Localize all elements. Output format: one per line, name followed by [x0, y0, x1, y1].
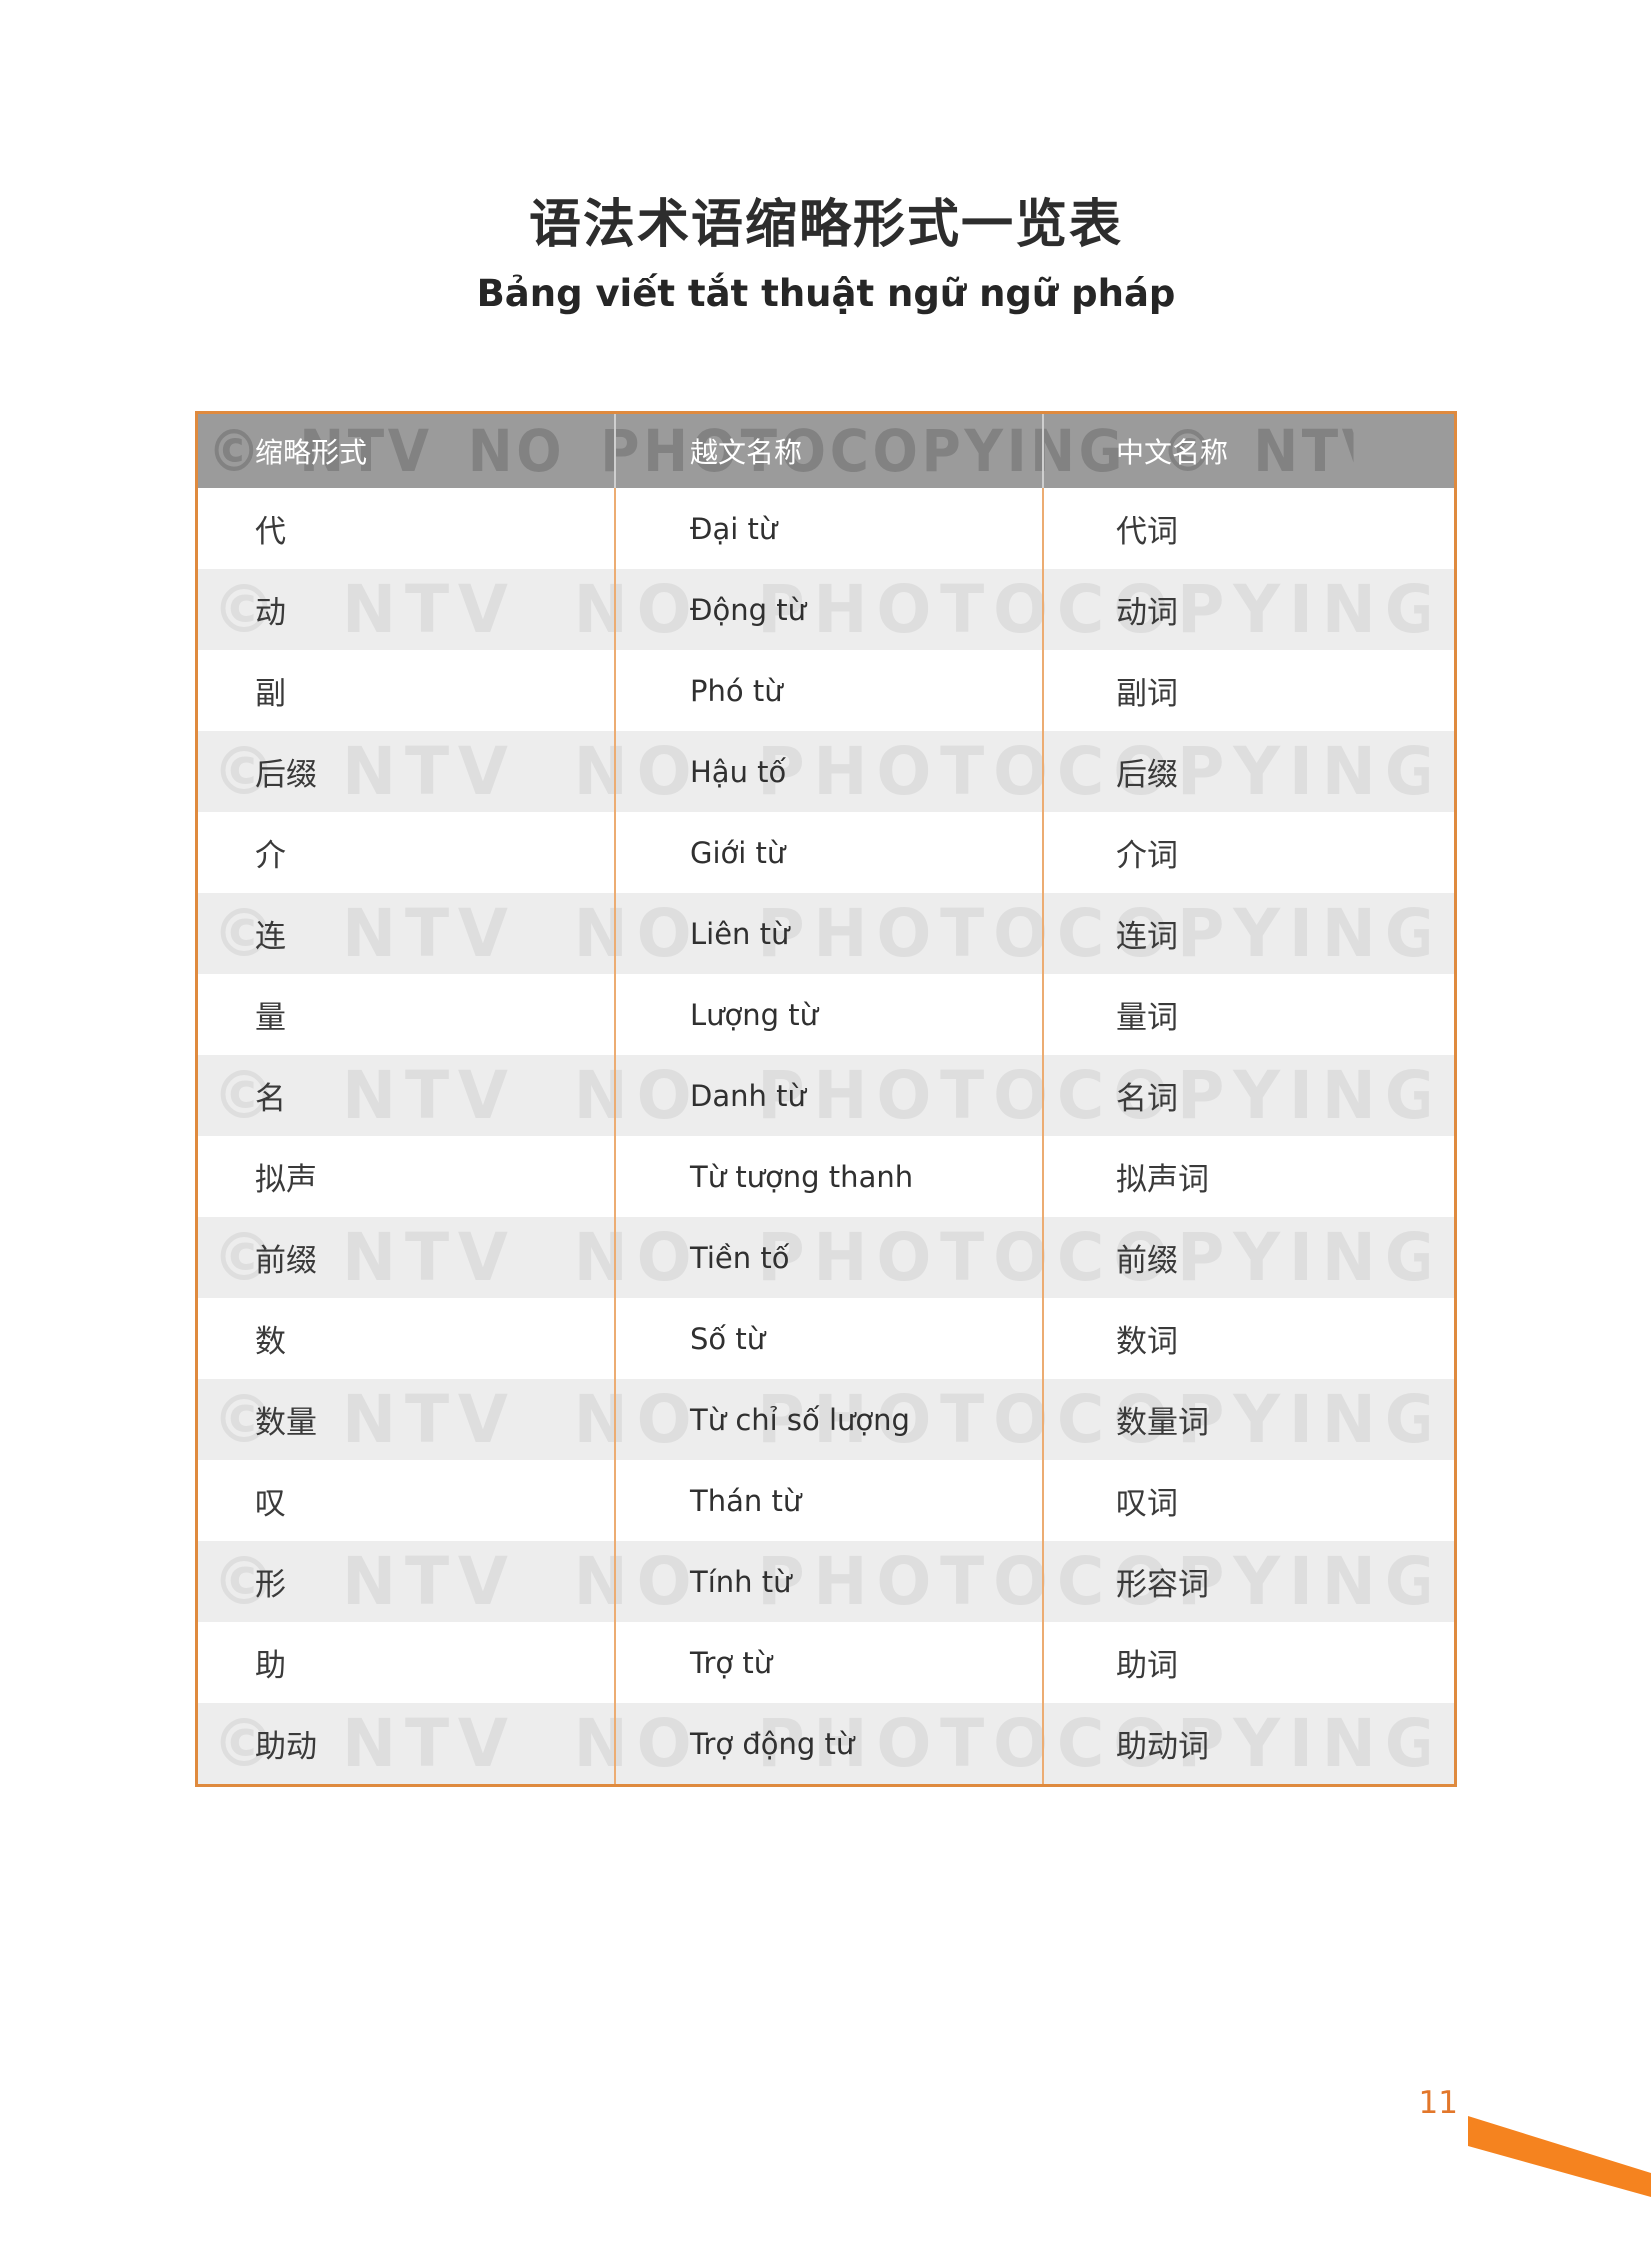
cell-abbreviation: 代	[255, 514, 286, 550]
cell-vietnamese-name: Trợ động từ	[690, 1726, 855, 1761]
cell-vietnamese-name: Danh từ	[690, 1078, 806, 1113]
cell-chinese-name: 数词	[1116, 1324, 1178, 1360]
cell-abbreviation: 前缀	[255, 1243, 317, 1279]
cell-vietnamese-name: Lượng từ	[690, 997, 819, 1032]
table-header-row: © NTV NO PHOTOCOPYING © NTV N 缩略形式 越文名称 …	[198, 414, 1454, 488]
cell-vietnamese-name: Giới từ	[690, 835, 786, 870]
cell-chinese-name: 形容词	[1116, 1567, 1209, 1603]
cell-abbreviation: 量	[255, 1000, 286, 1036]
cell-chinese-name: 数量词	[1116, 1405, 1209, 1441]
page-number: 11	[1418, 2085, 1458, 2121]
page-subtitle: Bảng viết tắt thuật ngữ ngữ pháp	[476, 271, 1176, 315]
cell-vietnamese-name: Từ tượng thanh	[690, 1159, 914, 1194]
cell-abbreviation: 副	[255, 676, 286, 712]
cell-chinese-name: 前缀	[1116, 1243, 1178, 1279]
cell-abbreviation: 连	[255, 919, 286, 955]
column-header-vietnamese-name: 越文名称	[690, 436, 803, 469]
table-row: 介 Giới từ 介词	[198, 812, 1454, 893]
table-row: 量 Lượng từ 量词	[198, 974, 1454, 1055]
column-divider	[614, 488, 616, 1784]
abbreviation-table: © NTV NO PHOTOCOPYING © NTV N 缩略形式 越文名称 …	[195, 411, 1457, 1787]
table-row: © NTV NO PHOTOCOPYING 形 Tính từ 形容词	[198, 1541, 1454, 1622]
cell-abbreviation: 后缀	[255, 757, 317, 793]
cell-chinese-name: 副词	[1116, 676, 1178, 712]
cell-abbreviation: 形	[255, 1567, 286, 1603]
cell-vietnamese-name: Động từ	[690, 592, 806, 627]
table-row: © NTV NO PHOTOCOPYING 连 Liên từ 连词	[198, 893, 1454, 974]
cell-chinese-name: 后缀	[1116, 757, 1178, 793]
cell-chinese-name: 叹词	[1116, 1486, 1178, 1522]
table-row: 叹 Thán từ 叹词	[198, 1460, 1454, 1541]
cell-vietnamese-name: Tính từ	[690, 1564, 792, 1599]
table-row: © NTV NO PHOTOCOPYING 名 Danh từ 名词	[198, 1055, 1454, 1136]
cell-chinese-name: 拟声词	[1116, 1162, 1209, 1198]
cell-chinese-name: 量词	[1116, 1000, 1178, 1036]
cell-vietnamese-name: Phó từ	[690, 673, 783, 708]
cell-chinese-name: 连词	[1116, 919, 1178, 955]
table-row: 数 Số từ 数词	[198, 1298, 1454, 1379]
table-row: © NTV NO PHOTOCOPYING 前缀 Tiền tố 前缀	[198, 1217, 1454, 1298]
cell-vietnamese-name: Thán từ	[690, 1483, 802, 1518]
cell-chinese-name: 助动词	[1116, 1729, 1209, 1765]
cell-abbreviation: 助动	[255, 1729, 317, 1765]
table-row: © NTV NO PHOTOCOPYING 数量 Từ chỉ số lượng…	[198, 1379, 1454, 1460]
cell-chinese-name: 介词	[1116, 838, 1178, 874]
cell-abbreviation: 拟声	[255, 1162, 317, 1198]
cell-vietnamese-name: Số từ	[690, 1321, 766, 1356]
table-row: © NTV NO PHOTOCOPYING 后缀 Hậu tố 后缀	[198, 731, 1454, 812]
cell-abbreviation: 动	[255, 595, 286, 631]
table-row: © NTV NO PHOTOCOPYING 助动 Trợ động từ 助动词	[198, 1703, 1454, 1784]
cell-abbreviation: 名	[255, 1081, 286, 1117]
cell-chinese-name: 动词	[1116, 595, 1178, 631]
cell-vietnamese-name: Từ chỉ số lượng	[690, 1402, 910, 1437]
column-divider	[1042, 488, 1044, 1784]
cell-abbreviation: 数量	[255, 1405, 317, 1441]
page-title: 语法术语缩略形式一览表	[528, 195, 1123, 255]
table-row: 助 Trợ từ 助词	[198, 1622, 1454, 1703]
cell-abbreviation: 数	[255, 1324, 286, 1360]
cell-vietnamese-name: Đại từ	[690, 511, 778, 546]
cell-abbreviation: 助	[255, 1648, 286, 1684]
table-row: © NTV NO PHOTOCOPYING 动 Động từ 动词	[198, 569, 1454, 650]
column-header-chinese-name: 中文名称	[1116, 436, 1229, 469]
cell-chinese-name: 名词	[1116, 1081, 1178, 1117]
cell-vietnamese-name: Tiền tố	[690, 1240, 790, 1275]
table-row: 代 Đại từ 代词	[198, 488, 1454, 569]
cell-chinese-name: 助词	[1116, 1648, 1178, 1684]
cell-vietnamese-name: Hậu tố	[690, 754, 787, 789]
table-row: 拟声 Từ tượng thanh 拟声词	[198, 1136, 1454, 1217]
page-titles: 语法术语缩略形式一览表 Bảng viết tắt thuật ngữ ngữ …	[195, 195, 1457, 315]
cell-abbreviation: 叹	[255, 1486, 286, 1522]
cell-vietnamese-name: Trợ từ	[690, 1645, 773, 1680]
cell-abbreviation: 介	[255, 838, 286, 874]
cell-vietnamese-name: Liên từ	[690, 916, 790, 951]
cell-chinese-name: 代词	[1116, 514, 1178, 550]
column-divider	[1042, 414, 1044, 488]
table-row: 副 Phó từ 副词	[198, 650, 1454, 731]
column-header-abbreviation: 缩略形式	[255, 436, 368, 469]
column-divider	[614, 414, 616, 488]
